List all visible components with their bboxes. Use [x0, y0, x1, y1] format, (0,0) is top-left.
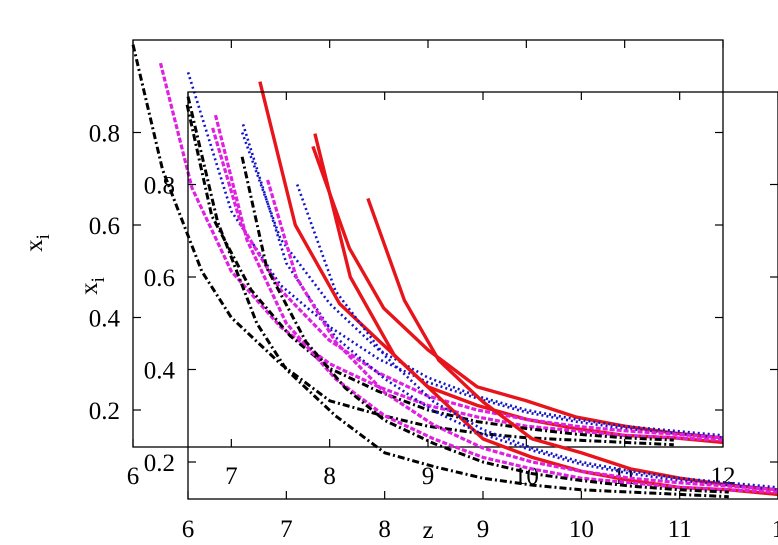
y-tick-label: 0.6	[144, 265, 175, 292]
x-tick-label: 9	[422, 463, 435, 490]
x-tick-label: 1	[772, 516, 778, 543]
series-line-1-1	[258, 81, 724, 445]
y-tick-label: 0.8	[144, 173, 175, 200]
series-line-1-2	[311, 145, 724, 440]
y-axis-label: xi	[76, 277, 109, 295]
x-tick-label: 7	[225, 463, 238, 490]
x-tick-label: 8	[323, 463, 336, 490]
series-line-2-4	[295, 184, 778, 489]
x-tick-label: 6	[182, 516, 195, 543]
y-tick-label: 0.4	[89, 306, 121, 333]
series-line-1-7	[131, 44, 674, 447]
y-axis-label: xi	[21, 234, 54, 252]
y-tick-label: 0.2	[89, 398, 120, 425]
x-tick-label: 8	[378, 516, 391, 543]
x-tick-label: 10	[569, 516, 594, 543]
series-line-1-8	[185, 104, 674, 442]
series-line-2-5	[213, 114, 778, 494]
series-line-2-2	[366, 197, 778, 492]
series-line-2-6	[266, 179, 778, 492]
x-tick-label: 6	[127, 463, 140, 490]
y-tick-label: 0.6	[89, 213, 120, 240]
x-tick-label: 7	[280, 516, 293, 543]
y-tick-label: 0.8	[89, 121, 120, 148]
y-tick-label: 0.2	[144, 450, 175, 477]
chart-panel-1: 6 7 8 9 10 11 120.20.40.60.8xi	[21, 39, 736, 490]
x-tick-label: 9	[477, 516, 490, 543]
x-axis-label: z	[422, 517, 433, 544]
series-line-1-3	[186, 72, 724, 440]
series-line-2-7	[186, 96, 729, 499]
series-line-2-8	[240, 156, 729, 494]
x-tick-label: 11	[668, 516, 692, 543]
series-line-1-5	[158, 62, 724, 442]
y-tick-label: 0.4	[144, 358, 176, 385]
